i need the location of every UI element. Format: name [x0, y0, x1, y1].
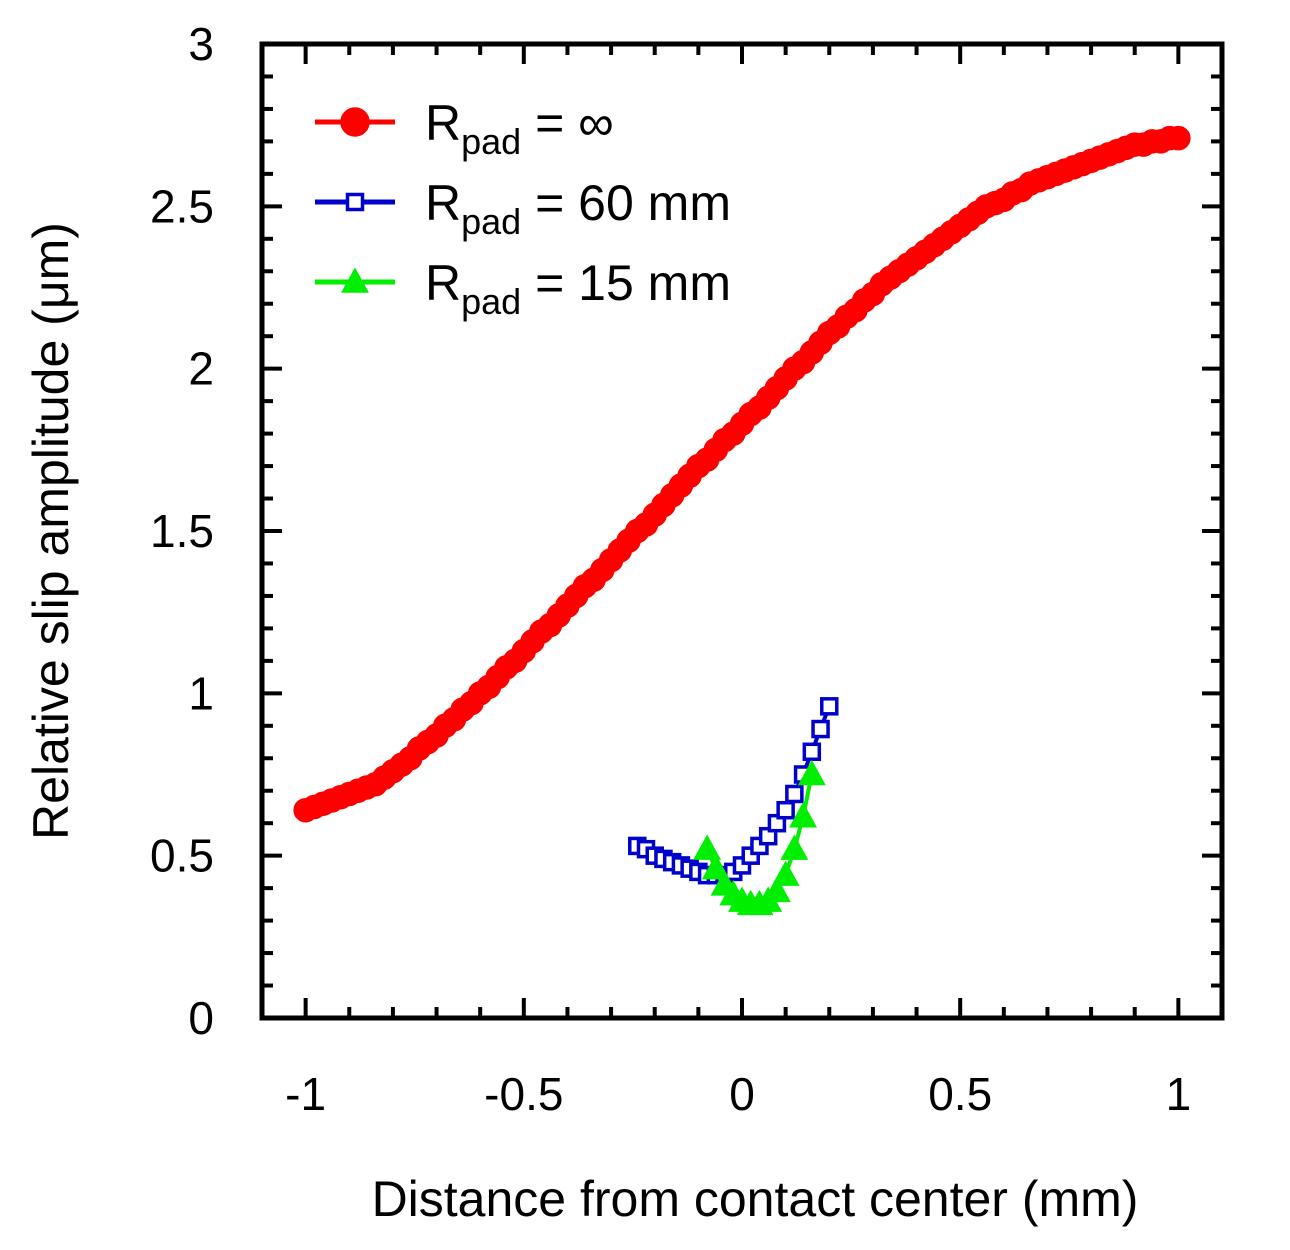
- data-point: [802, 742, 822, 762]
- series-layer: [293, 125, 1191, 916]
- data-point: [1166, 125, 1191, 151]
- legend-item: Rpad = 60 mm: [315, 175, 731, 242]
- x-tick-label: 0: [729, 1068, 755, 1120]
- x-tick-label: -1: [285, 1068, 326, 1120]
- y-tick-label: 0.5: [150, 830, 214, 882]
- data-point: [762, 876, 791, 903]
- series-line: [304, 136, 1179, 813]
- data-point: [776, 800, 795, 820]
- y-tick-label: 3: [188, 18, 214, 70]
- x-tick-label: 1: [1166, 1068, 1192, 1120]
- y-tick-label: 2: [188, 343, 214, 395]
- data-point: [789, 802, 818, 828]
- legend-marker: [345, 192, 365, 212]
- x-tick-label: -0.5: [484, 1068, 563, 1120]
- x-axis-ticks: -1 -0.5 0 0.5 1: [260, 44, 1192, 1120]
- legend-label-base: R: [425, 95, 461, 151]
- data-point: [701, 854, 730, 880]
- legend-label-subscript: pad: [461, 281, 521, 322]
- data-point: [785, 784, 804, 804]
- legend-item: Rpad = 15 mm: [315, 255, 731, 322]
- legend-marker: [341, 267, 369, 293]
- series-circle: [293, 125, 1191, 823]
- legend-label: Rpad = 15 mm: [425, 255, 731, 322]
- y-axis-title: Relative slip amplitude (μm): [23, 222, 79, 840]
- x-axis-title: Distance from contact center (mm): [372, 1171, 1139, 1227]
- data-point: [780, 834, 809, 860]
- legend-label-base: R: [425, 175, 461, 231]
- data-point: [820, 697, 839, 716]
- y-tick-label: 0: [188, 992, 214, 1044]
- x-tick-label: 0.5: [928, 1068, 992, 1120]
- y-tick-label: 2.5: [150, 180, 214, 232]
- legend-marker: [340, 107, 370, 137]
- legend-label-subscript: pad: [461, 121, 521, 162]
- series-triangle: [693, 759, 826, 916]
- data-point: [771, 860, 800, 886]
- legend-label-subscript: pad: [461, 201, 521, 242]
- series-square: [628, 697, 839, 885]
- legend-item: Rpad = ∞: [315, 95, 614, 162]
- y-axis-ticks: 0 0.5 1 1.5 2 2.5 3: [150, 18, 1222, 1044]
- y-tick-label: 1.5: [150, 505, 214, 557]
- data-point: [693, 834, 722, 860]
- data-point: [811, 719, 830, 739]
- legend-label-value: = 15 mm: [521, 255, 731, 311]
- legend-label-value: = 60 mm: [521, 175, 731, 231]
- y-tick-label: 1: [188, 667, 214, 719]
- legend-label: Rpad = 60 mm: [425, 175, 731, 242]
- data-point: [797, 759, 826, 786]
- legend-label-base: R: [425, 255, 461, 311]
- legend-label-value: = ∞: [521, 95, 614, 151]
- legend-label: Rpad = ∞: [425, 95, 614, 162]
